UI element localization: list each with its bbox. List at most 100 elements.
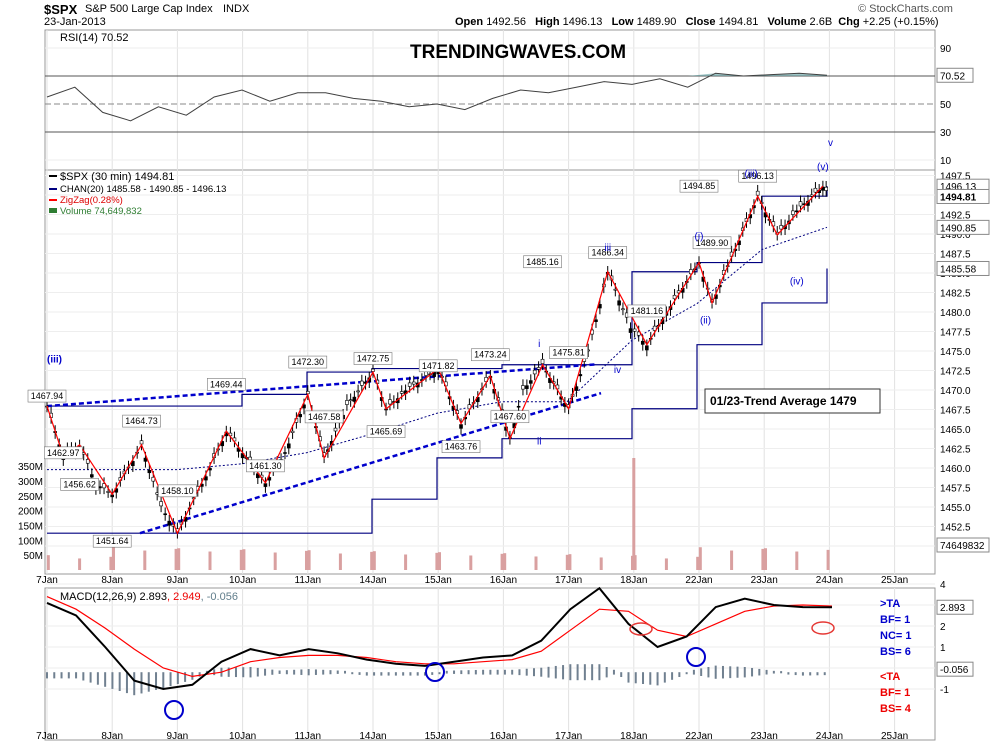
legend-swatch-chan [49, 188, 57, 190]
volume-bar [304, 550, 308, 570]
price-label: 1464.73 [125, 416, 158, 426]
macd-histogram-bar [358, 672, 361, 675]
candle-body [290, 430, 295, 433]
macd-histogram-bar [482, 669, 485, 675]
macd-histogram-bar [678, 672, 681, 677]
volume-bar [273, 552, 277, 570]
x-tick-label: 15Jan [425, 731, 452, 742]
macd-histogram-bar [620, 672, 623, 677]
volume-bar [208, 551, 212, 570]
macd-histogram-bar [794, 672, 797, 676]
macd-histogram-bar [801, 672, 804, 676]
volume-bar [435, 552, 439, 570]
price-label-box [60, 478, 99, 491]
volume-bar [500, 553, 504, 570]
macd-histogram-bar [184, 672, 187, 682]
macd-histogram-bar [133, 672, 136, 696]
candle-body [594, 319, 598, 322]
wave-label: (iii) [47, 355, 62, 366]
candle-body [794, 210, 799, 213]
volume-tick-label: 100M [18, 536, 43, 547]
candle-body [147, 470, 152, 474]
candle-body [632, 328, 637, 332]
x-tick-label: 16Jan [490, 731, 517, 742]
macd-histogram-bar [642, 672, 645, 684]
price-tick-label: 1492.5 [940, 211, 971, 222]
price-tick-label: 1462.5 [940, 445, 971, 456]
price-label: 1467.60 [494, 412, 527, 422]
candle-body [613, 288, 618, 291]
volume-bar [143, 550, 147, 570]
macd-histogram-bar [387, 672, 390, 676]
price-tick-label: 1482.5 [940, 289, 971, 300]
price-value-tag-text: 1485.58 [940, 264, 977, 275]
macd-histogram-bar [300, 669, 303, 675]
macd-histogram-bar [809, 672, 812, 676]
macd-histogram-bar [329, 670, 332, 675]
macd-histogram-bar [743, 667, 746, 678]
macd-histogram-bar [700, 668, 703, 676]
price-tick-label: 1455.0 [940, 503, 971, 514]
price-label: 1472.75 [357, 354, 390, 364]
price-value-tag [936, 188, 990, 204]
x-tick-label: 22Jan [685, 575, 712, 586]
volume-tick-label: 150M [18, 521, 43, 532]
crossover-ellipse-red [811, 621, 835, 635]
candle-body [388, 399, 392, 405]
macd-note: BF= 1 [880, 687, 910, 699]
macd-histogram-bar [307, 669, 310, 676]
price-label-box [158, 484, 197, 498]
price-value-tag [936, 260, 990, 276]
upper-trendline [46, 363, 598, 408]
price-label-box [288, 355, 328, 369]
price-label-box [353, 352, 393, 365]
macd-histogram-bar [758, 668, 761, 676]
macd-histogram-bar [583, 664, 586, 681]
macd-histogram-bar [503, 669, 506, 675]
price-label: 1465.69 [370, 427, 403, 437]
macd-histogram-bar [227, 667, 230, 677]
price-label: 1486.34 [591, 248, 624, 258]
volume-bar [761, 548, 765, 570]
volume-bar [664, 558, 668, 570]
price-tick-label: 1477.5 [940, 328, 971, 339]
macd-value-tag-text: -0.056 [940, 665, 969, 676]
price-label-box [27, 389, 67, 403]
candle-body [263, 483, 268, 487]
watermark: TRENDINGWAVES.COM [410, 42, 626, 63]
macd-histogram-bar [242, 667, 245, 678]
candle-body [640, 340, 645, 345]
price-value-tag-text: 1490.85 [940, 223, 977, 234]
candle-body [360, 380, 364, 386]
volume-bar [565, 554, 569, 570]
volume-bar [370, 551, 374, 570]
rsi-value-tag [936, 67, 974, 83]
macd-histogram-bar [344, 670, 347, 674]
volume-tick-label: 50M [24, 551, 43, 562]
macd-histogram-bar [685, 672, 688, 675]
macd-histogram-bar [663, 672, 666, 683]
price-tick-label: 1452.5 [940, 523, 971, 534]
price-label: 1471.82 [422, 361, 455, 371]
price-label-box [304, 410, 344, 424]
macd-histogram-bar [82, 672, 85, 681]
ohlc-strip: Open 1492.56 High 1496.13 Low 1489.90 Cl… [455, 16, 939, 28]
macd-histogram-bar [721, 665, 724, 679]
candle-body [85, 459, 90, 464]
macd-histogram-bar [162, 672, 165, 689]
price-label-box [441, 440, 481, 453]
price-label: 1461.30 [249, 461, 282, 471]
volume-tick-label: 300M [18, 477, 43, 488]
channel-middle [47, 226, 828, 471]
price-label-box [490, 410, 530, 424]
candle-body [578, 374, 583, 377]
macd-histogram-bar [409, 672, 412, 676]
price-label-box [627, 304, 667, 318]
candle-body [139, 440, 144, 445]
candle-body [574, 386, 579, 391]
macd-note: BF= 1 [880, 614, 910, 626]
x-tick-label: 24Jan [816, 575, 843, 586]
x-tick-label: 11Jan [295, 731, 322, 742]
macd-histogram-bar [234, 667, 237, 678]
macd-tick-label: 2 [940, 622, 946, 633]
